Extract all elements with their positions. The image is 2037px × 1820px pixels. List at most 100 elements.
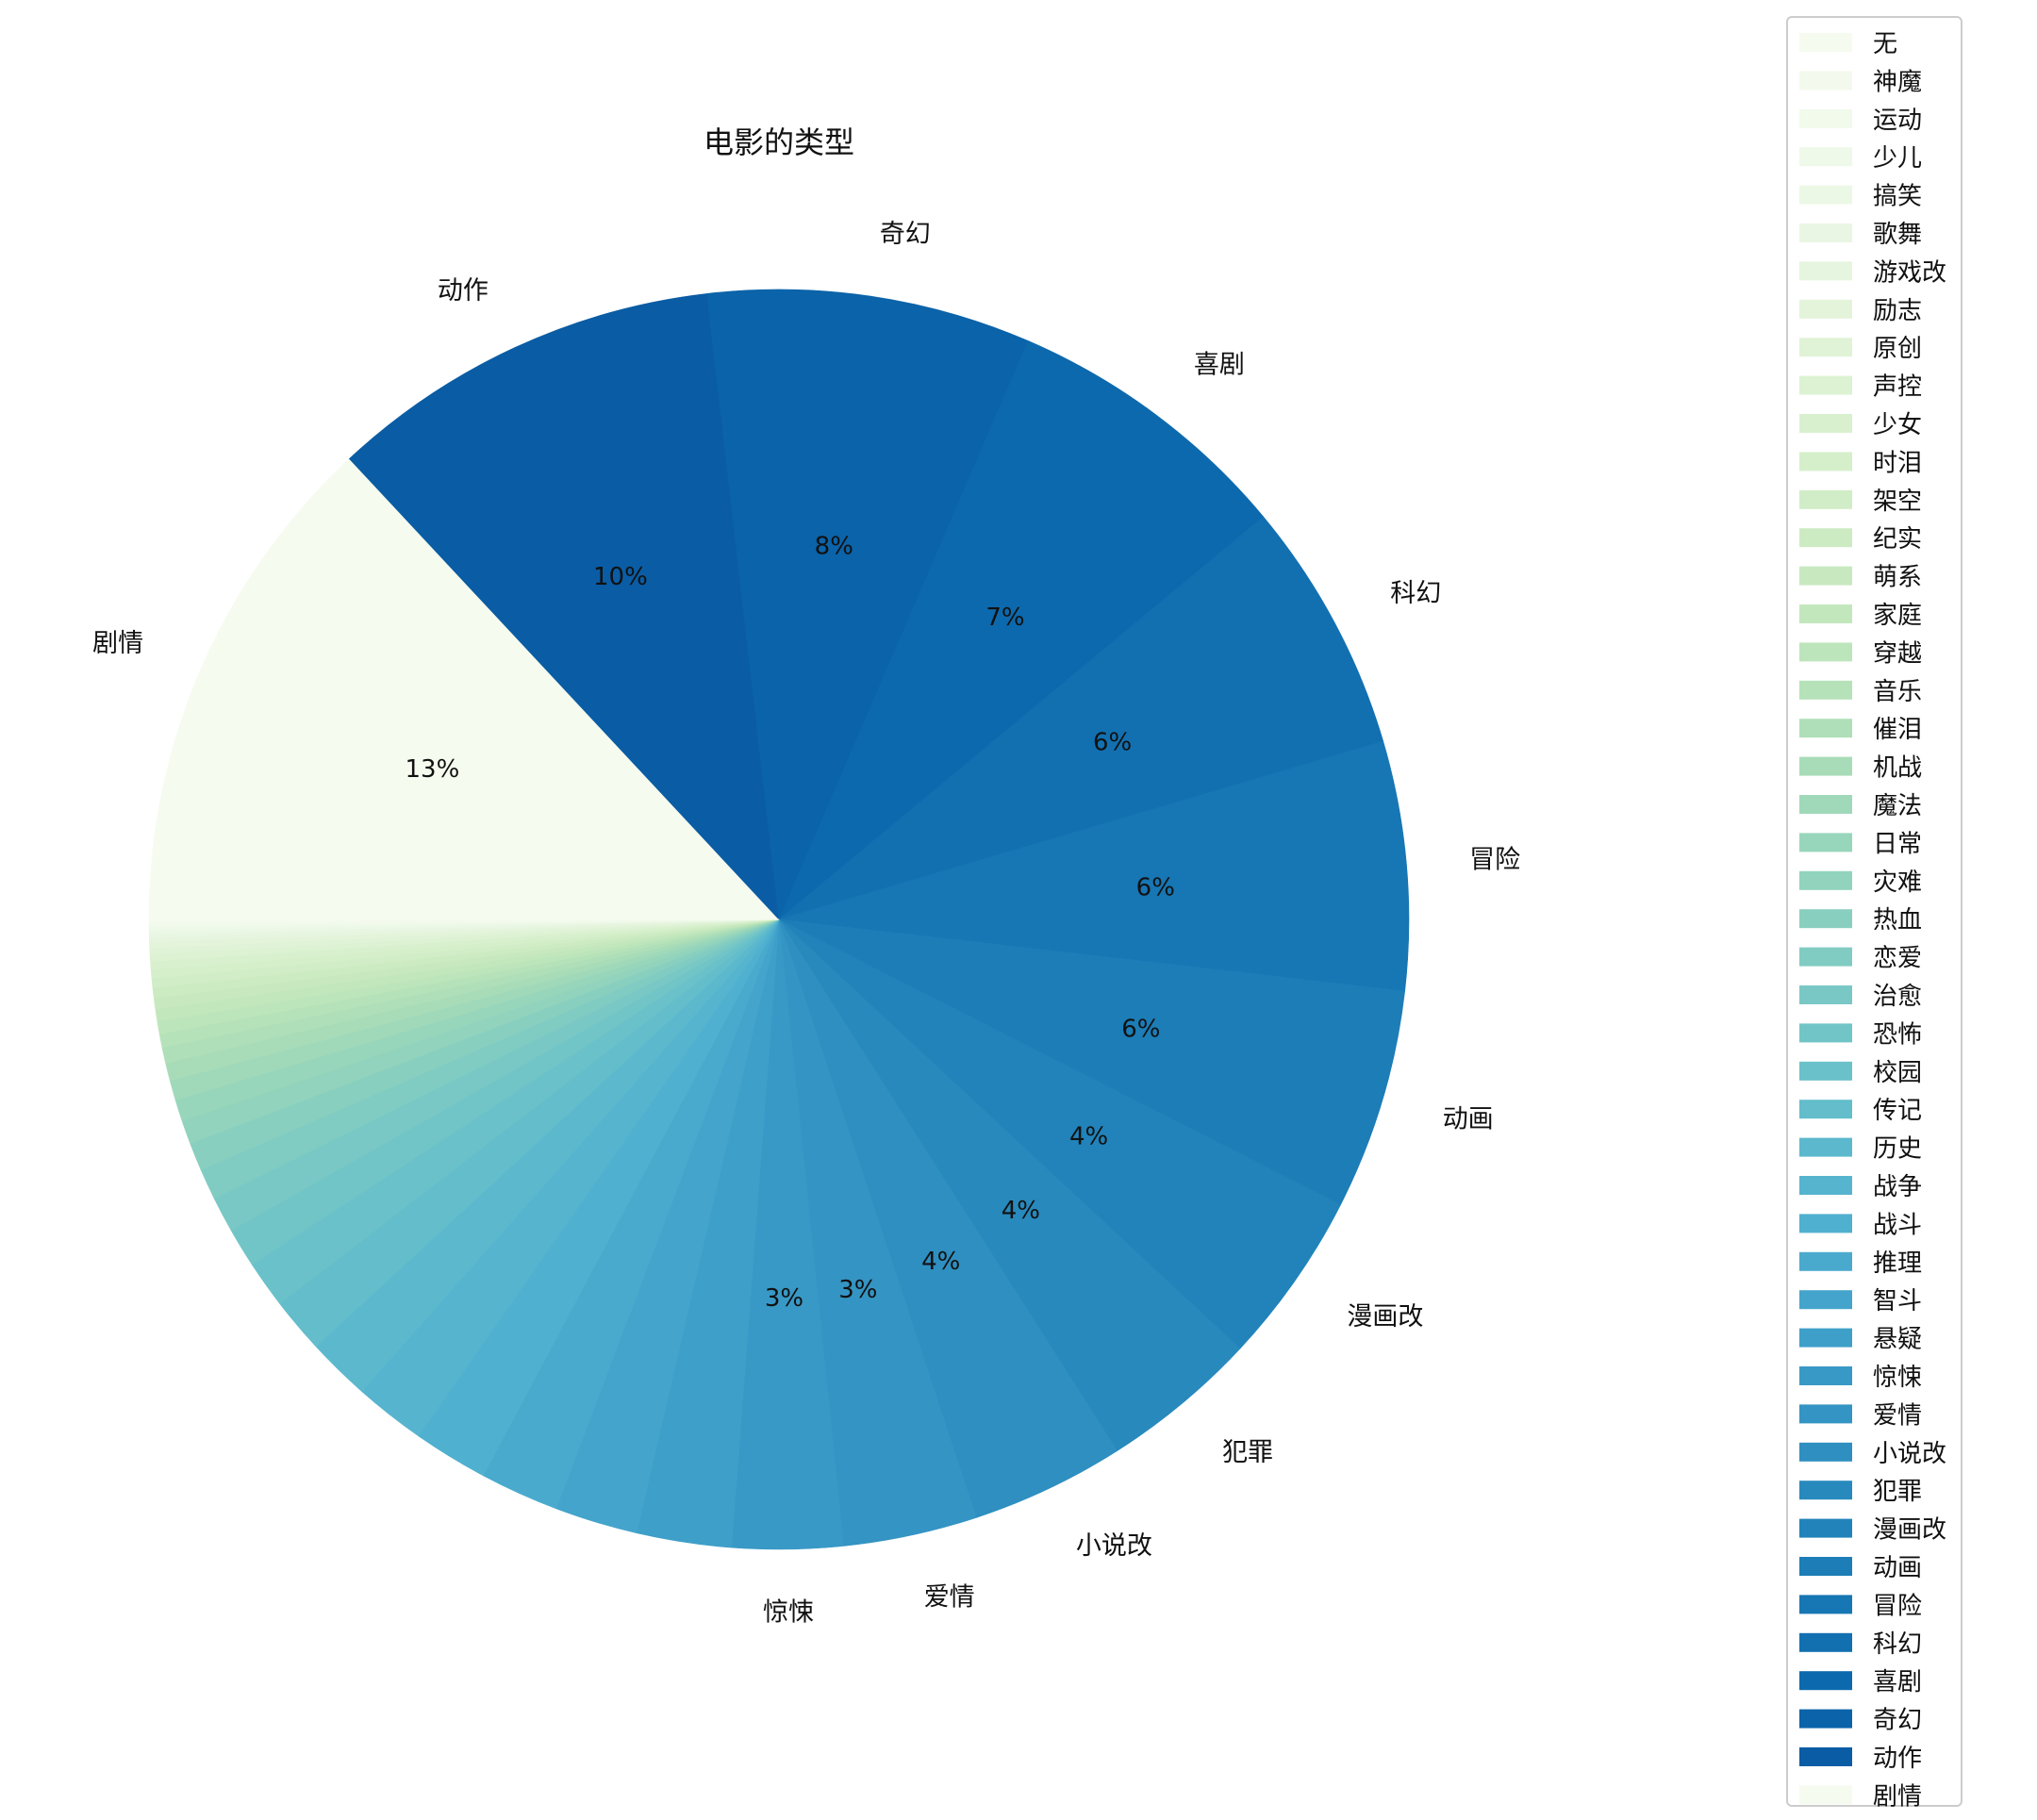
slice-label-3: 喜剧 <box>1194 350 1245 379</box>
legend-swatch-41 <box>1799 1595 1852 1614</box>
legend-label-11: 时泪 <box>1873 449 1922 477</box>
legend-swatch-16 <box>1799 642 1852 662</box>
legend-swatch-4 <box>1799 185 1852 205</box>
legend-label-7: 励志 <box>1873 297 1922 325</box>
legend-label-29: 历史 <box>1873 1135 1922 1164</box>
legend-label-5: 歌舞 <box>1873 221 1922 249</box>
legend-label-32: 推理 <box>1873 1249 1922 1278</box>
legend-swatch-1 <box>1799 71 1852 91</box>
legend-label-12: 架空 <box>1873 488 1922 516</box>
slice-pct-label-8: 4% <box>1002 1197 1040 1225</box>
legend-label-16: 穿越 <box>1873 639 1922 668</box>
legend-label-22: 灾难 <box>1873 869 1922 897</box>
legend-label-17: 音乐 <box>1873 678 1922 706</box>
legend: 无神魔运动少儿搞笑歌舞游戏改励志原创声控少女时泪架空纪实萌系家庭穿越音乐催泪机战… <box>1786 16 1962 1811</box>
legend-label-40: 动画 <box>1873 1554 1922 1582</box>
slice-label-10: 爱情 <box>924 1583 975 1613</box>
legend-swatch-31 <box>1799 1214 1852 1233</box>
legend-swatch-15 <box>1799 604 1852 623</box>
legend-swatch-24 <box>1799 947 1852 967</box>
legend-swatch-12 <box>1799 489 1852 509</box>
legend-label-15: 家庭 <box>1873 602 1922 630</box>
legend-swatch-3 <box>1799 147 1852 167</box>
legend-label-14: 萌系 <box>1873 564 1922 592</box>
legend-swatch-10 <box>1799 414 1852 433</box>
legend-swatch-44 <box>1799 1709 1852 1729</box>
legend-label-2: 运动 <box>1873 107 1922 135</box>
legend-label-28: 传记 <box>1873 1097 1922 1125</box>
legend-swatch-17 <box>1799 680 1852 700</box>
legend-label-6: 游戏改 <box>1873 258 1946 287</box>
legend-label-30: 战争 <box>1873 1173 1922 1201</box>
legend-swatch-5 <box>1799 223 1852 242</box>
legend-label-26: 恐怖 <box>1873 1020 1922 1049</box>
legend-swatch-33 <box>1799 1290 1852 1310</box>
pie-slice-4 <box>778 516 1384 920</box>
legend-swatch-6 <box>1799 261 1852 281</box>
slice-pct-label-1: 10% <box>593 563 648 591</box>
slice-pct-label-10: 3% <box>838 1276 877 1304</box>
legend-swatch-19 <box>1799 756 1852 776</box>
slice-pct-label-3: 7% <box>985 604 1024 632</box>
legend-swatch-45 <box>1799 1747 1852 1766</box>
legend-swatch-42 <box>1799 1632 1852 1652</box>
legend-label-38: 犯罪 <box>1873 1478 1922 1506</box>
legend-label-19: 机战 <box>1873 754 1922 783</box>
legend-swatch-37 <box>1799 1442 1852 1462</box>
slice-label-9: 小说改 <box>1076 1531 1152 1561</box>
legend-label-24: 恋爱 <box>1873 945 1922 973</box>
slice-label-8: 犯罪 <box>1222 1438 1273 1467</box>
slice-label-6: 动画 <box>1443 1104 1494 1133</box>
legend-swatch-8 <box>1799 338 1852 357</box>
legend-swatch-14 <box>1799 566 1852 586</box>
slice-pct-label-0: 13% <box>406 755 460 784</box>
legend-swatch-2 <box>1799 108 1852 128</box>
legend-swatch-43 <box>1799 1671 1852 1691</box>
legend-swatch-22 <box>1799 870 1852 890</box>
legend-swatch-38 <box>1799 1481 1852 1500</box>
slice-pct-label-6: 6% <box>1121 1015 1160 1043</box>
legend-label-1: 神魔 <box>1873 68 1922 96</box>
legend-swatch-46 <box>1799 1785 1852 1805</box>
slice-label-1: 动作 <box>438 276 489 306</box>
pie-slice-1 <box>348 293 780 920</box>
legend-label-46: 剧情 <box>1873 1782 1922 1811</box>
legend-label-0: 无 <box>1873 30 1897 58</box>
legend-swatch-39 <box>1799 1518 1852 1538</box>
legend-label-34: 悬疑 <box>1873 1326 1922 1354</box>
pie-slice-46 <box>148 918 780 922</box>
legend-swatch-28 <box>1799 1100 1852 1119</box>
slice-label-5: 冒险 <box>1469 846 1520 875</box>
legend-label-3: 少儿 <box>1873 144 1922 173</box>
slice-pct-label-11: 3% <box>765 1284 803 1313</box>
legend-swatch-23 <box>1799 909 1852 929</box>
legend-swatch-20 <box>1799 795 1852 814</box>
chart-title: 电影的类型 <box>704 124 854 160</box>
legend-swatch-0 <box>1799 33 1852 52</box>
legend-label-25: 治愈 <box>1873 983 1922 1011</box>
slice-label-4: 科幻 <box>1390 579 1441 608</box>
legend-swatch-7 <box>1799 299 1852 319</box>
slice-label-0: 剧情 <box>92 629 143 658</box>
legend-label-27: 校园 <box>1873 1059 1922 1087</box>
slice-pct-label-7: 4% <box>1069 1123 1108 1151</box>
legend-label-31: 战斗 <box>1873 1211 1922 1239</box>
legend-swatch-18 <box>1799 719 1852 738</box>
legend-swatch-32 <box>1799 1251 1852 1271</box>
legend-label-18: 催泪 <box>1873 716 1922 744</box>
legend-swatch-30 <box>1799 1176 1852 1195</box>
legend-label-42: 科幻 <box>1873 1630 1922 1659</box>
legend-label-13: 纪实 <box>1873 525 1922 554</box>
legend-label-35: 惊悚 <box>1873 1364 1922 1392</box>
pie-slice-0 <box>148 458 780 920</box>
legend-label-33: 智斗 <box>1873 1287 1922 1315</box>
legend-swatch-40 <box>1799 1557 1852 1576</box>
legend-label-21: 日常 <box>1873 830 1922 858</box>
legend-label-41: 冒险 <box>1873 1592 1922 1620</box>
legend-label-37: 小说改 <box>1873 1440 1946 1468</box>
pie-labels: 剧情 13% 动作 10% 奇幻 8% 喜剧 7% 科幻 6% 冒险 6% 动画 6% 漫画改 4% 犯罪 4% 小… <box>92 220 1520 1628</box>
legend-label-20: 魔法 <box>1873 792 1922 820</box>
legend-swatch-11 <box>1799 452 1852 472</box>
pie-slices <box>148 289 1410 1550</box>
